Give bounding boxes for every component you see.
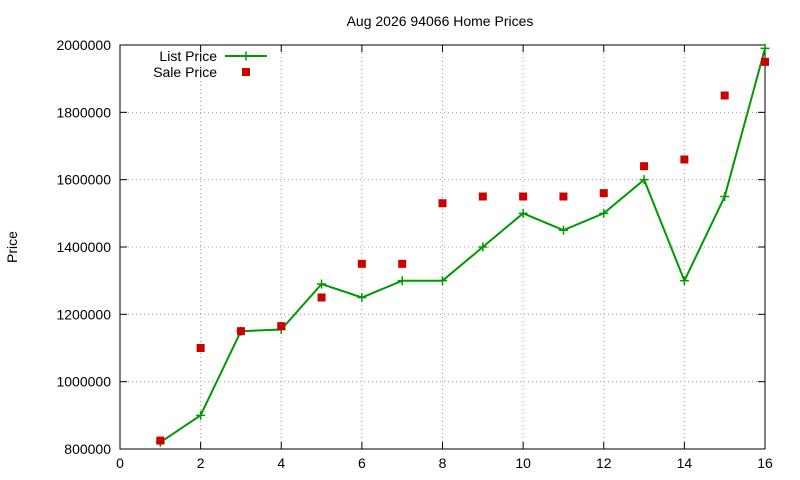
data-point bbox=[357, 259, 366, 268]
legend-label: List Price bbox=[159, 48, 217, 64]
data-point bbox=[559, 192, 568, 201]
x-tick-label: 4 bbox=[277, 455, 285, 471]
data-point bbox=[397, 276, 407, 286]
data-point bbox=[720, 91, 729, 100]
axes: 800000 1000000 1200000 1400000 1600000 180000… bbox=[56, 37, 773, 471]
x-tick-label: 6 bbox=[358, 455, 366, 471]
data-point bbox=[398, 259, 407, 268]
data-point bbox=[357, 293, 367, 302]
data-point bbox=[599, 189, 608, 198]
data-point bbox=[438, 276, 447, 286]
data-point bbox=[599, 208, 609, 218]
series bbox=[155, 43, 770, 447]
data-point bbox=[196, 410, 206, 420]
data-point bbox=[196, 344, 205, 352]
legend-marker bbox=[241, 51, 251, 61]
y-tick-label: 1400000 bbox=[56, 239, 111, 255]
x-tick-label: 12 bbox=[596, 455, 612, 471]
data-point bbox=[680, 155, 689, 164]
grid bbox=[120, 45, 765, 449]
data-point bbox=[156, 436, 165, 445]
series-list-price bbox=[155, 43, 770, 447]
x-tick-label: 16 bbox=[757, 455, 773, 471]
data-point bbox=[277, 322, 286, 331]
data-point bbox=[760, 43, 770, 53]
data-point bbox=[317, 279, 327, 289]
y-tick-label: 1000000 bbox=[56, 374, 111, 390]
y-tick-label: 1800000 bbox=[56, 104, 111, 120]
chart-title: Aug 2026 94066 Home Prices bbox=[347, 13, 534, 29]
data-point bbox=[518, 208, 528, 218]
data-point bbox=[761, 57, 769, 66]
data-point bbox=[519, 192, 528, 201]
x-tick-label: 8 bbox=[439, 455, 447, 471]
legend-marker bbox=[242, 68, 250, 76]
data-point bbox=[317, 293, 326, 302]
y-tick-label: 800000 bbox=[64, 441, 111, 457]
data-point bbox=[558, 225, 568, 235]
x-tick-label: 10 bbox=[515, 455, 531, 471]
data-point bbox=[639, 175, 649, 185]
y-tick-label: 1600000 bbox=[56, 172, 111, 188]
data-point bbox=[640, 162, 649, 171]
series-sale-price bbox=[156, 57, 769, 445]
y-axis-label: Price bbox=[4, 231, 20, 263]
data-point bbox=[236, 327, 245, 336]
data-point bbox=[478, 192, 487, 201]
x-tick-label: 0 bbox=[116, 455, 124, 471]
legend-label: Sale Price bbox=[153, 64, 217, 80]
data-point bbox=[720, 192, 730, 201]
y-tick-label: 1200000 bbox=[56, 306, 111, 322]
data-point bbox=[679, 276, 689, 286]
data-point bbox=[438, 199, 447, 208]
series-line bbox=[159, 48, 766, 444]
data-point bbox=[478, 242, 488, 252]
x-tick-label: 2 bbox=[197, 455, 205, 471]
x-tick-label: 14 bbox=[677, 455, 693, 471]
y-tick-label: 2000000 bbox=[56, 37, 111, 53]
